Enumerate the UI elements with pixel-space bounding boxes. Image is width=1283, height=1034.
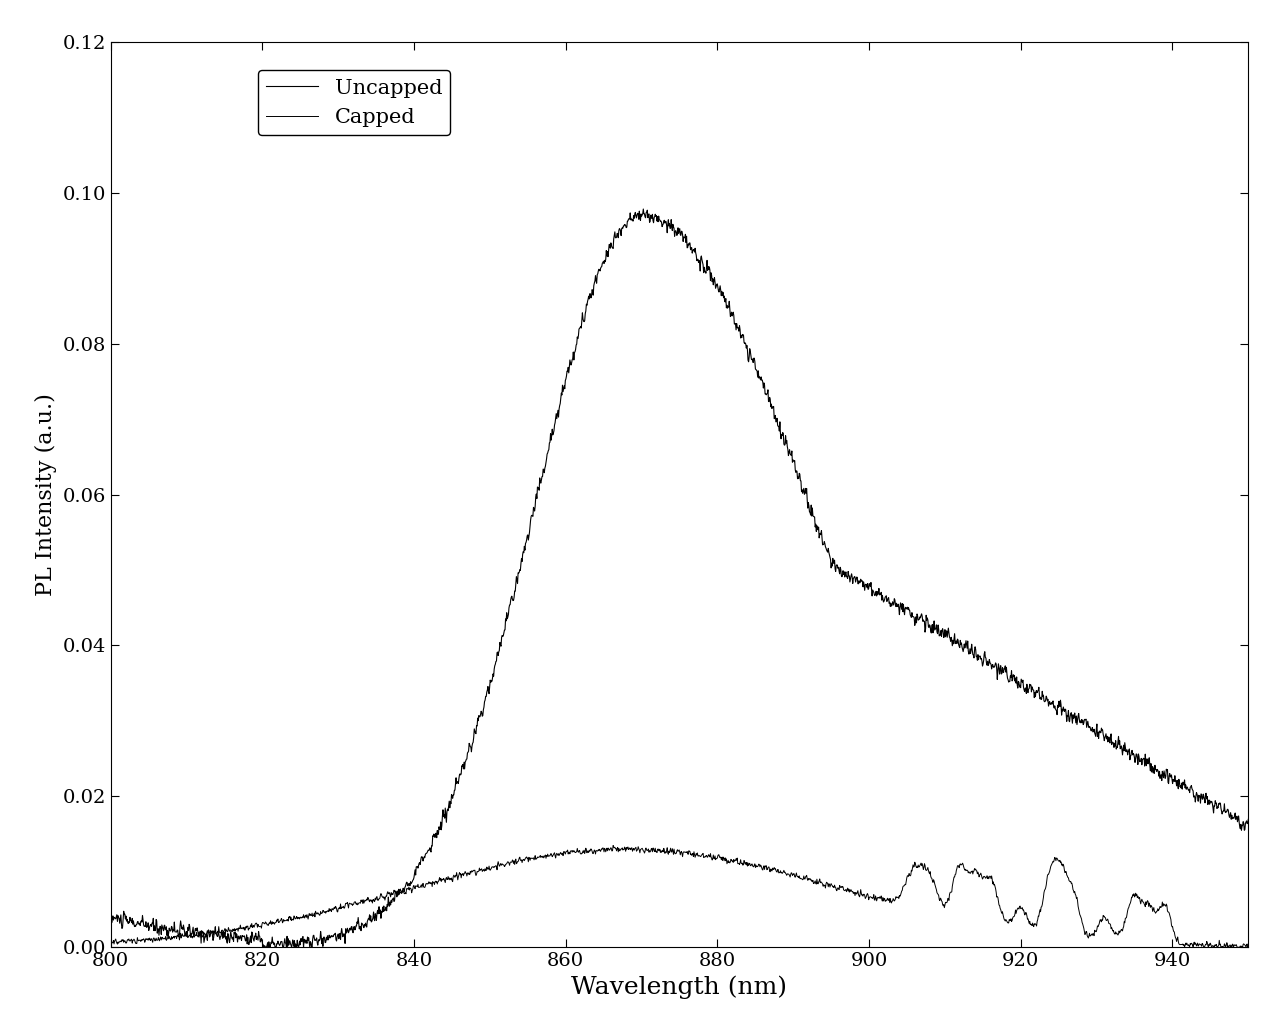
Uncapped	[657, 217, 672, 230]
Line: Uncapped: Uncapped	[110, 209, 1248, 947]
Capped	[160, 933, 176, 945]
Uncapped	[635, 203, 650, 215]
Uncapped	[103, 905, 118, 917]
Capped	[999, 915, 1015, 927]
Legend: Uncapped, Capped: Uncapped, Capped	[258, 70, 450, 135]
Uncapped	[1241, 813, 1256, 825]
Uncapped	[160, 926, 176, 939]
Capped	[626, 844, 642, 856]
Line: Capped: Capped	[110, 846, 1248, 947]
Capped	[1209, 940, 1224, 952]
Capped	[657, 844, 672, 856]
Uncapped	[1209, 797, 1224, 810]
Uncapped	[999, 672, 1015, 685]
Uncapped	[257, 941, 272, 953]
Capped	[606, 840, 621, 852]
Capped	[1238, 941, 1253, 953]
Capped	[103, 938, 118, 950]
Capped	[1207, 939, 1223, 951]
Uncapped	[1209, 797, 1224, 810]
Capped	[1241, 940, 1256, 952]
Y-axis label: PL Intensity (a.u.): PL Intensity (a.u.)	[35, 393, 56, 596]
Uncapped	[626, 212, 642, 224]
X-axis label: Wavelength (nm): Wavelength (nm)	[571, 976, 788, 999]
